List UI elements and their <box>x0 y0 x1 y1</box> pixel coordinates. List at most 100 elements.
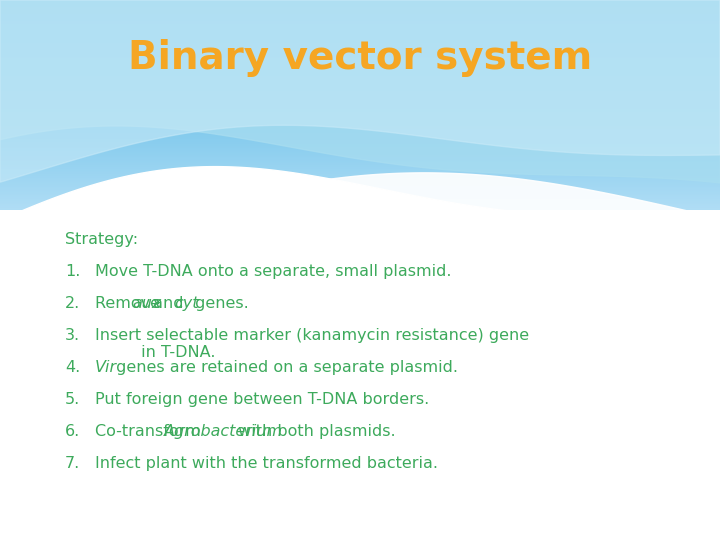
Bar <box>0 8 720 9</box>
Bar <box>0 90 720 91</box>
Text: Infect plant with the transformed bacteria.: Infect plant with the transformed bacter… <box>95 456 438 471</box>
Bar <box>0 26 720 27</box>
Bar <box>0 17 720 18</box>
Bar <box>0 6 720 7</box>
Bar <box>0 141 720 142</box>
Bar <box>0 167 720 168</box>
Bar <box>0 10 720 11</box>
Bar <box>0 198 720 199</box>
Bar <box>0 180 720 181</box>
Bar <box>0 19 720 20</box>
Bar <box>0 7 720 8</box>
Bar <box>0 117 720 118</box>
Bar <box>0 50 720 51</box>
Bar <box>0 68 720 69</box>
Bar <box>0 0 720 1</box>
Bar <box>0 5 720 6</box>
Bar <box>0 27 720 28</box>
Bar <box>0 39 720 40</box>
Bar <box>0 120 720 121</box>
Bar <box>0 154 720 155</box>
Polygon shape <box>0 173 720 540</box>
Polygon shape <box>0 167 720 540</box>
Bar <box>0 203 720 204</box>
Bar <box>0 189 720 190</box>
Bar <box>0 110 720 111</box>
Bar <box>0 196 720 197</box>
Bar <box>0 200 720 201</box>
Bar <box>0 28 720 29</box>
Bar <box>0 204 720 205</box>
Bar <box>0 25 720 26</box>
Text: Strategy:: Strategy: <box>65 232 138 247</box>
Bar <box>0 38 720 39</box>
Text: with both plasmids.: with both plasmids. <box>233 424 395 439</box>
Bar <box>0 81 720 82</box>
Bar <box>0 71 720 72</box>
Bar <box>0 192 720 193</box>
Bar <box>0 208 720 209</box>
Bar <box>0 66 720 67</box>
Text: genes are retained on a separate plasmid.: genes are retained on a separate plasmid… <box>111 360 458 375</box>
Bar <box>0 35 720 36</box>
Bar <box>0 121 720 122</box>
Bar <box>0 153 720 154</box>
Bar <box>0 42 720 43</box>
Bar <box>0 139 720 140</box>
Bar <box>0 24 720 25</box>
Polygon shape <box>0 0 720 183</box>
Text: Remove: Remove <box>95 296 165 311</box>
Bar <box>0 46 720 47</box>
Bar <box>0 164 720 165</box>
Bar <box>0 86 720 87</box>
Bar <box>0 12 720 13</box>
Bar <box>0 186 720 187</box>
Bar <box>0 125 720 126</box>
Bar <box>0 131 720 132</box>
Bar <box>0 52 720 53</box>
Bar <box>0 84 720 85</box>
Bar <box>0 29 720 30</box>
Bar <box>0 159 720 160</box>
Bar <box>0 22 720 23</box>
Bar <box>0 85 720 86</box>
Bar <box>0 181 720 182</box>
Bar <box>0 171 720 172</box>
Bar <box>0 187 720 188</box>
Bar <box>0 127 720 128</box>
Bar <box>0 202 720 203</box>
Text: 6.: 6. <box>65 424 80 439</box>
Bar <box>0 130 720 131</box>
Bar <box>0 132 720 133</box>
Bar <box>0 75 720 76</box>
Bar <box>0 97 720 98</box>
Bar <box>0 11 720 12</box>
Bar <box>0 119 720 120</box>
Bar <box>0 191 720 192</box>
Bar <box>0 111 720 112</box>
Bar <box>0 201 720 202</box>
Bar <box>0 151 720 152</box>
Bar <box>0 1 720 2</box>
Bar <box>0 170 720 171</box>
Bar <box>0 174 720 175</box>
Bar <box>0 105 720 106</box>
Bar <box>0 193 720 194</box>
Bar <box>0 54 720 55</box>
Text: Agrobacterium: Agrobacterium <box>163 424 283 439</box>
Bar <box>0 147 720 148</box>
Text: 3.: 3. <box>65 328 80 343</box>
Text: Binary vector system: Binary vector system <box>128 39 592 77</box>
Bar <box>0 178 720 179</box>
Bar <box>0 142 720 143</box>
Bar <box>0 165 720 166</box>
Bar <box>0 207 720 208</box>
Bar <box>0 36 720 37</box>
Text: Insert selectable marker (kanamycin resistance) gene
         in T-DNA.: Insert selectable marker (kanamycin resi… <box>95 328 529 360</box>
Bar <box>0 18 720 19</box>
Bar <box>0 168 720 169</box>
Text: genes.: genes. <box>190 296 249 311</box>
Bar <box>0 172 720 173</box>
Bar <box>0 135 720 136</box>
Bar <box>0 40 720 41</box>
